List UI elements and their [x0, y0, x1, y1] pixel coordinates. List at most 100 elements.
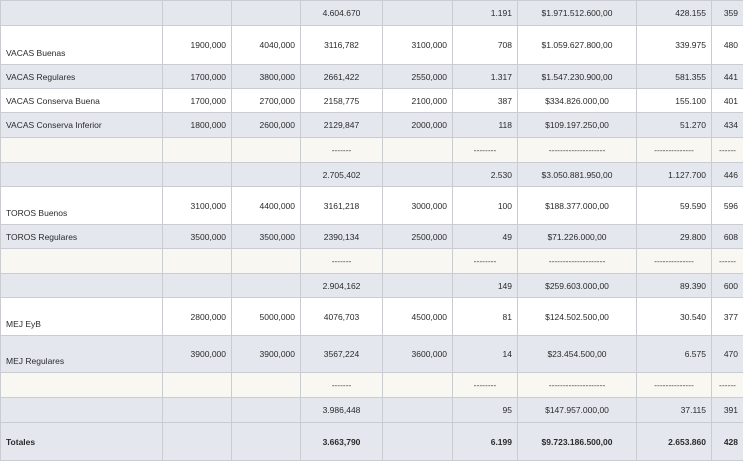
table-cell: [383, 163, 453, 187]
table-cell: --------: [453, 249, 518, 274]
table-cell: 470: [712, 336, 743, 373]
table-cell: 3100,000: [383, 26, 453, 65]
table-cell: 30.540: [637, 298, 712, 336]
table-cell: 59.590: [637, 187, 712, 225]
table-cell: 3900,000: [232, 336, 301, 373]
table-cell: --------------: [637, 249, 712, 274]
table-cell: 2500,000: [383, 225, 453, 249]
table-cell: 608: [712, 225, 743, 249]
row-label: MEJ EyB: [1, 298, 163, 336]
table-cell: $259.603.000,00: [518, 274, 637, 298]
row-label: [1, 249, 163, 274]
row-label: [1, 138, 163, 163]
table-cell: 149: [453, 274, 518, 298]
table-cell: 2.530: [453, 163, 518, 187]
table-cell: 2129,847: [301, 113, 383, 138]
table-cell: [383, 249, 453, 274]
table-cell: [232, 373, 301, 398]
table-cell: $71.226.000,00: [518, 225, 637, 249]
table-cell: 2390,134: [301, 225, 383, 249]
table-cell: 29.800: [637, 225, 712, 249]
table-cell: 3800,000: [232, 65, 301, 89]
table-cell: 391: [712, 398, 743, 423]
table-cell: 434: [712, 113, 743, 138]
row-label: MEJ Regulares: [1, 336, 163, 373]
table-cell: 387: [453, 89, 518, 113]
table-cell: --------: [453, 373, 518, 398]
table-cell: [163, 398, 232, 423]
table-cell: 100: [453, 187, 518, 225]
table-cell: 339.975: [637, 26, 712, 65]
table-cell: 359: [712, 1, 743, 26]
table-cell: 81: [453, 298, 518, 336]
row-label: [1, 274, 163, 298]
table-cell: 4.604.670: [301, 1, 383, 26]
table-cell: 3.663,790: [301, 423, 383, 461]
table-cell: --------------: [637, 138, 712, 163]
table-cell: 2158,775: [301, 89, 383, 113]
table-cell: [383, 398, 453, 423]
row-label: VACAS Conserva Buena: [1, 89, 163, 113]
table-cell: $109.197.250,00: [518, 113, 637, 138]
table-cell: [232, 274, 301, 298]
table-cell: 2661,422: [301, 65, 383, 89]
table-cell: --------------------: [518, 373, 637, 398]
table-cell: $1.547.230.900,00: [518, 65, 637, 89]
table-cell: 3900,000: [163, 336, 232, 373]
table-cell: ------: [712, 373, 743, 398]
table-cell: 428.155: [637, 1, 712, 26]
table-cell: 37.115: [637, 398, 712, 423]
table-cell: 4076,703: [301, 298, 383, 336]
table-cell: [163, 249, 232, 274]
separator-row: ----------------------------------------…: [1, 373, 743, 398]
separator-row: ----------------------------------------…: [1, 249, 743, 274]
row-label: VACAS Buenas: [1, 26, 163, 65]
table-cell: 2.653.860: [637, 423, 712, 461]
table-cell: --------------------: [518, 138, 637, 163]
table-cell: [232, 163, 301, 187]
table-cell: $334.826.000,00: [518, 89, 637, 113]
table-cell: 3.986,448: [301, 398, 383, 423]
table-cell: 14: [453, 336, 518, 373]
table-cell: 3000,000: [383, 187, 453, 225]
table-cell: 2700,000: [232, 89, 301, 113]
table-cell: 401: [712, 89, 743, 113]
row-label: [1, 1, 163, 26]
table-cell: 2.705,402: [301, 163, 383, 187]
table-cell: $9.723.186.500,00: [518, 423, 637, 461]
table-cell: 480: [712, 26, 743, 65]
table-cell: 49: [453, 225, 518, 249]
row-label: TOROS Regulares: [1, 225, 163, 249]
table-cell: 581.355: [637, 65, 712, 89]
table-cell: 708: [453, 26, 518, 65]
table-cell: 4040,000: [232, 26, 301, 65]
row-label: [1, 398, 163, 423]
table-cell: $1.059.627.800,00: [518, 26, 637, 65]
table-cell: 3500,000: [232, 225, 301, 249]
table-cell: 1700,000: [163, 65, 232, 89]
table-cell: 1.127.700: [637, 163, 712, 187]
table-cell: 3600,000: [383, 336, 453, 373]
table-cell: 89.390: [637, 274, 712, 298]
table-cell: 377: [712, 298, 743, 336]
table-cell: [232, 138, 301, 163]
table-cell: $3.050.881.950,00: [518, 163, 637, 187]
table-cell: 2800,000: [163, 298, 232, 336]
table-cell: -------: [301, 373, 383, 398]
table-cell: [383, 138, 453, 163]
table-cell: 1700,000: [163, 89, 232, 113]
table-cell: [383, 1, 453, 26]
table-cell: -------: [301, 249, 383, 274]
table-cell: 1.317: [453, 65, 518, 89]
table-cell: --------: [453, 138, 518, 163]
table-cell: 3567,224: [301, 336, 383, 373]
table-cell: 428: [712, 423, 743, 461]
table-cell: 3100,000: [163, 187, 232, 225]
